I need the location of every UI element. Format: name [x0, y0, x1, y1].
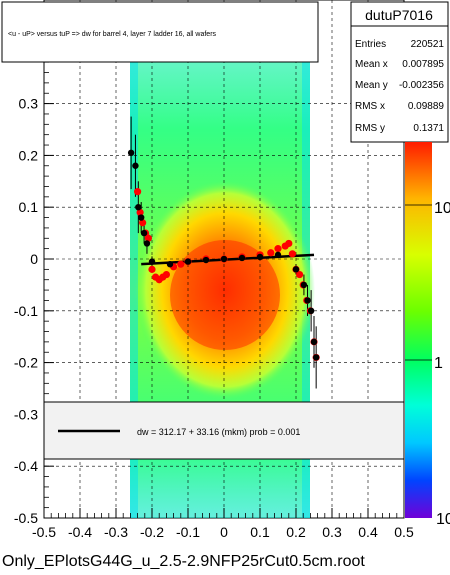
black-data-point: [148, 258, 156, 265]
stats-value-mean-x: 0.007895: [402, 59, 444, 70]
x-tick-label: 0.1: [250, 524, 270, 540]
stats-label-rms-x: RMS x: [355, 101, 385, 112]
colorbar: 10 1 10: [405, 142, 450, 528]
red-data-point: [177, 260, 185, 268]
title-box: [1, 1, 319, 63]
black-data-point: [238, 254, 246, 262]
y-tick-label: -0.2: [14, 355, 38, 371]
x-tick-label: -0.2: [140, 524, 164, 540]
stats-label-rms-y: RMS y: [355, 123, 385, 134]
stats-label-mean-y: Mean y: [355, 80, 388, 91]
red-data-point: [136, 208, 144, 216]
stats-value-entries: 220521: [411, 39, 445, 50]
red-data-point: [296, 270, 304, 279]
x-tick-label: -0.3: [104, 524, 128, 540]
black-profile-series: [127, 149, 320, 361]
black-data-point: [184, 258, 192, 265]
black-data-point: [166, 260, 174, 268]
chart-title: <u - uP> versus tuP => dw for barrel 4, …: [8, 31, 217, 38]
red-data-point: [267, 249, 275, 257]
black-data-point: [140, 229, 148, 237]
colorbar-label-bottom: 10: [436, 511, 450, 528]
black-data-point: [143, 240, 151, 247]
stats-label-entries: Entries: [355, 39, 386, 50]
x-tick-label: 0.2: [286, 524, 306, 540]
fit-legend-text: dw = 312.17 + 33.16 (mkm) prob = 0.001: [137, 427, 300, 437]
black-data-point: [274, 251, 282, 259]
x-tick-label: -0.4: [68, 524, 92, 540]
y-tick-label: -0.5: [14, 510, 38, 526]
stats-title: dutuP7016: [365, 7, 433, 23]
black-data-point: [304, 297, 311, 304]
y-tick-label: -0.1: [14, 303, 38, 319]
x-tick-label: 0: [220, 524, 228, 540]
x-tick-label: 0.4: [358, 524, 378, 540]
stats-box: dutuP7016 Entries 220521 Mean x 0.007895…: [350, 1, 449, 143]
y-axis: -0.5 -0.4 -0.3 -0.2 -0.1 0 0.1 0.2 0.3: [14, 0, 54, 526]
x-tick-label: 0.3: [322, 524, 342, 540]
black-data-point: [312, 354, 320, 361]
black-data-point: [202, 256, 210, 264]
red-data-point: [134, 188, 142, 196]
colorbar-label-1: 1: [434, 355, 443, 372]
fit-legend: dw = 312.17 + 33.16 (mkm) prob = 0.001: [43, 401, 405, 460]
stats-label-mean-x: Mean x: [355, 59, 388, 70]
black-data-point: [307, 307, 315, 314]
stats-value-mean-y: -0.002356: [399, 80, 444, 91]
stats-value-rms-y: 0.1371: [413, 123, 444, 134]
red-data-point: [274, 245, 282, 253]
y-tick-label: -0.3: [14, 406, 38, 422]
y-tick-label: -0.4: [14, 458, 38, 474]
black-data-point: [220, 255, 228, 263]
black-data-point: [310, 338, 318, 346]
y-tick-label: 0: [30, 251, 38, 267]
red-data-point: [144, 234, 152, 242]
colorbar-label-10: 10: [434, 200, 450, 217]
density-map: [130, 60, 315, 518]
x-tick-label: -0.1: [176, 524, 200, 540]
red-data-point: [162, 270, 170, 279]
x-tick-label: -0.5: [32, 524, 56, 540]
stats-value-rms-x: 0.09889: [408, 101, 445, 112]
black-data-point: [292, 266, 300, 273]
red-data-point: [285, 239, 293, 248]
black-data-point: [135, 204, 142, 211]
black-data-point: [300, 281, 308, 289]
y-tick-label: 0.2: [19, 147, 39, 163]
y-tick-label: 0.3: [19, 96, 39, 112]
red-data-point: [139, 219, 147, 227]
x-tick-label: 0.5: [394, 524, 414, 540]
black-data-point: [256, 253, 264, 261]
footer-filename: Only_EPlotsG44G_u_2.5-2.9NFP25rCut0.5cm.…: [2, 553, 365, 570]
y-tick-label: 0.1: [19, 199, 39, 215]
black-data-point: [132, 162, 139, 169]
red-data-point: [148, 265, 156, 273]
black-data-point: [138, 214, 145, 221]
red-data-point: [288, 250, 296, 258]
x-axis: -0.5 -0.4 -0.3 -0.2 -0.1 0 0.1 0.2 0.3 0.4 0.5: [32, 508, 414, 540]
black-data-point: [127, 149, 135, 157]
